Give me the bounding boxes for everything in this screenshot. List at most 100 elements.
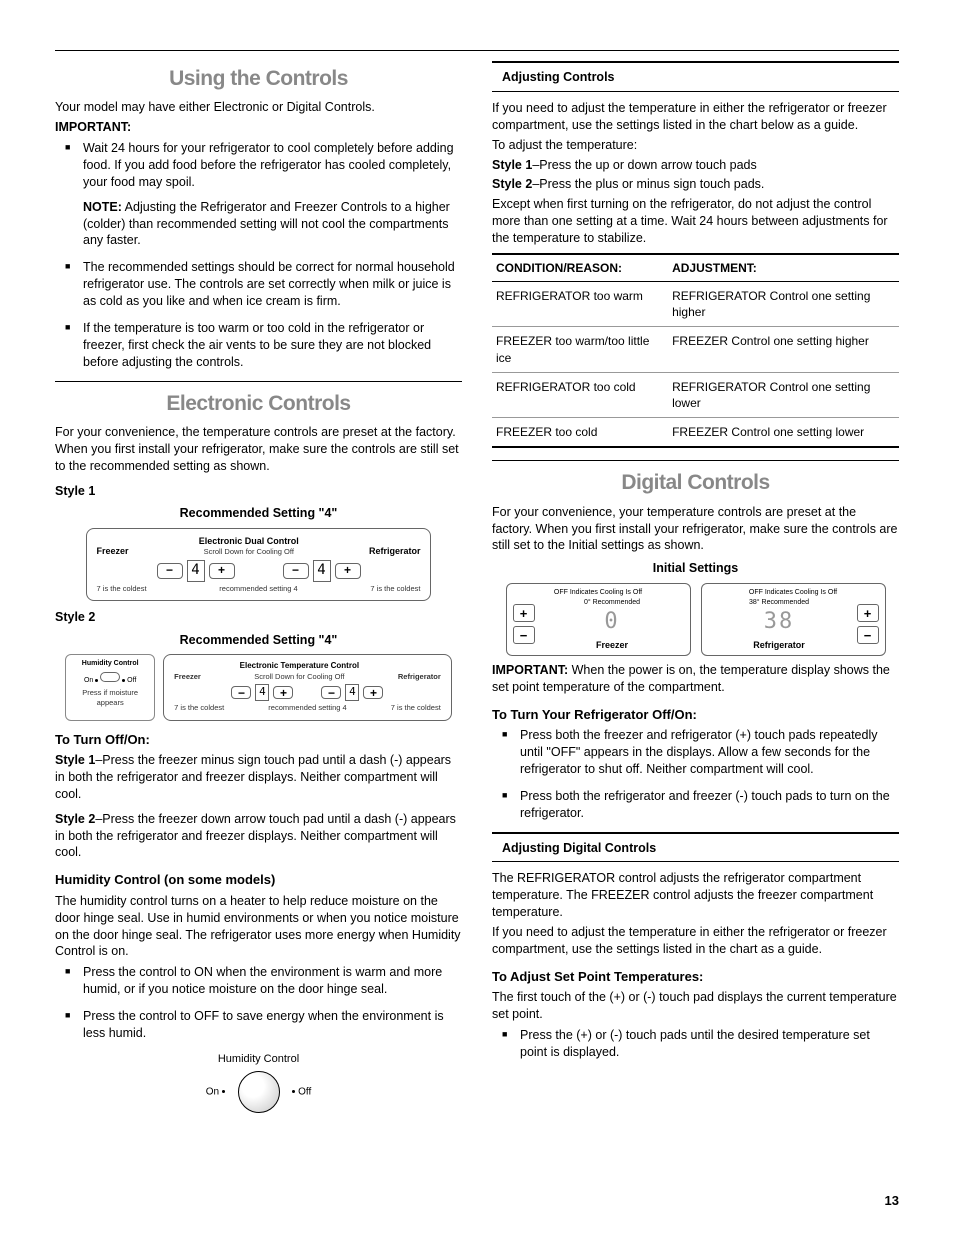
freezer-display: 4 bbox=[255, 684, 269, 701]
humidity-list: Press the control to ON when the environ… bbox=[55, 964, 462, 1042]
turn-off-heading: To Turn Your Refrigerator Off/On: bbox=[492, 706, 899, 724]
intro-text: Your model may have either Electronic or… bbox=[55, 99, 462, 116]
humidity-fig-title: Humidity Control bbox=[55, 1052, 462, 1067]
minus-button[interactable]: − bbox=[283, 563, 309, 579]
heading-electronic-controls: Electronic Controls bbox=[55, 390, 462, 418]
recommended-setting-4: Recommended Setting "4" bbox=[55, 632, 462, 649]
important-note: IMPORTANT: When the power is on, the tem… bbox=[492, 662, 899, 696]
list-item: Press the control to ON when the environ… bbox=[55, 964, 462, 998]
note-text: Adjusting the Refrigerator and Freezer C… bbox=[83, 200, 450, 248]
on-label: On bbox=[84, 677, 93, 684]
adj-paragraph: If you need to adjust the temperature in… bbox=[492, 100, 899, 134]
adj-style1: Style 1–Press the up or down arrow touch… bbox=[492, 157, 899, 174]
list-item: If the temperature is too warm or too co… bbox=[55, 320, 462, 371]
setpoint-list: Press the (+) or (-) touch pads until th… bbox=[492, 1027, 899, 1061]
table-cell: FREEZER too cold bbox=[492, 418, 668, 448]
bullet-text: Wait 24 hours for your refrigerator to c… bbox=[83, 141, 454, 189]
left-column: Using the Controls Your model may have e… bbox=[55, 59, 462, 1123]
table-header: ADJUSTMENT: bbox=[668, 254, 899, 282]
right-column: Adjusting Controls If you need to adjust… bbox=[492, 59, 899, 1123]
important-list: Wait 24 hours for your refrigerator to c… bbox=[55, 140, 462, 371]
page-number: 13 bbox=[885, 1192, 899, 1210]
table-row: FREEZER too warm/too little iceFREEZER C… bbox=[492, 327, 899, 372]
freezer-digital-panel: OFF Indicates Cooling Is Off + − 0° Reco… bbox=[506, 583, 691, 656]
style2-lbl: Style 2 bbox=[55, 812, 95, 826]
style2-instructions: Style 2–Press the freezer down arrow tou… bbox=[55, 811, 462, 862]
dot-icon bbox=[292, 1090, 295, 1093]
divider bbox=[492, 61, 899, 63]
refrigerator-label: Refrigerator bbox=[369, 545, 421, 557]
control-panel-style2: Humidity Control On Off Press if moistur… bbox=[65, 654, 452, 720]
adj-paragraph: To adjust the temperature: bbox=[492, 137, 899, 154]
table-cell: REFRIGERATOR too warm bbox=[492, 282, 668, 327]
plus-button[interactable]: + bbox=[513, 604, 535, 622]
minus-button[interactable]: − bbox=[321, 686, 341, 699]
table-row: REFRIGERATOR too coldREFRIGERATOR Contro… bbox=[492, 372, 899, 417]
adjusting-digital-heading: Adjusting Digital Controls bbox=[492, 836, 899, 860]
dot-icon bbox=[222, 1090, 225, 1093]
adjustment-table: CONDITION/REASON: ADJUSTMENT: REFRIGERAT… bbox=[492, 253, 899, 449]
turn-off-heading: To Turn Off/On: bbox=[55, 731, 462, 749]
digital-panels: OFF Indicates Cooling Is Off + − 0° Reco… bbox=[492, 583, 899, 656]
style2-label: Style 2 bbox=[55, 609, 462, 626]
minus-button[interactable]: − bbox=[231, 686, 251, 699]
freezer-label: Freezer bbox=[97, 545, 129, 557]
list-item: Press the (+) or (-) touch pads until th… bbox=[492, 1027, 899, 1061]
adj-style2: Style 2–Press the plus or minus sign tou… bbox=[492, 176, 899, 193]
humidity-foot: Press if moisture appears bbox=[70, 688, 150, 708]
footer-note: 7 is the coldest bbox=[391, 703, 441, 713]
humidity-dial[interactable] bbox=[238, 1071, 280, 1113]
style1-instructions: Style 1–Press the freezer minus sign tou… bbox=[55, 752, 462, 803]
minus-button[interactable]: − bbox=[857, 626, 879, 644]
divider bbox=[492, 91, 899, 92]
footer-note: 7 is the coldest bbox=[174, 703, 224, 713]
note-label: NOTE: bbox=[83, 200, 122, 214]
fridge-segment-display: 38 bbox=[708, 607, 851, 637]
footer-note: 7 is the coldest bbox=[370, 584, 420, 594]
fridge-display: 4 bbox=[345, 684, 359, 701]
plus-button[interactable]: + bbox=[273, 686, 293, 699]
off-indicator: OFF Indicates Cooling Is Off bbox=[513, 588, 684, 597]
on-label: On bbox=[206, 1086, 219, 1097]
freezer-label: Freezer bbox=[174, 672, 201, 682]
important-label: IMPORTANT: bbox=[55, 119, 462, 136]
plus-button[interactable]: + bbox=[363, 686, 383, 699]
list-item: Press both the freezer and refrigerator … bbox=[492, 727, 899, 778]
style2-text: –Press the plus or minus sign touch pads… bbox=[532, 177, 764, 191]
plus-button[interactable]: + bbox=[209, 563, 235, 579]
style2-text: –Press the freezer down arrow touch pad … bbox=[55, 812, 456, 860]
setpoint-paragraph: The first touch of the (+) or (-) touch … bbox=[492, 989, 899, 1023]
page-columns: Using the Controls Your model may have e… bbox=[55, 50, 899, 1123]
humidity-mini-panel: Humidity Control On Off Press if moistur… bbox=[65, 654, 155, 720]
table-cell: REFRIGERATOR Control one setting higher bbox=[668, 282, 899, 327]
off-label: Off bbox=[298, 1086, 311, 1097]
plus-button[interactable]: + bbox=[857, 604, 879, 622]
footer-note: recommended setting 4 bbox=[219, 584, 297, 594]
recommended-label: 0° Recommended bbox=[541, 598, 684, 607]
panel-title: Electronic Dual Control bbox=[199, 535, 299, 547]
panel-title: Electronic Temperature Control bbox=[240, 661, 359, 672]
electronic-intro: For your convenience, the temperature co… bbox=[55, 424, 462, 475]
divider bbox=[492, 861, 899, 862]
footer-note: 7 is the coldest bbox=[97, 584, 147, 594]
table-cell: REFRIGERATOR Control one setting lower bbox=[668, 372, 899, 417]
panel-subtitle: Scroll Down for Cooling Off bbox=[240, 672, 359, 682]
heading-digital-controls: Digital Controls bbox=[492, 469, 899, 497]
humidity-figure: Humidity Control On Off bbox=[55, 1052, 462, 1113]
panel-subtitle: Scroll Down for Cooling Off bbox=[199, 547, 299, 557]
freezer-segment-display: 0 bbox=[541, 607, 684, 637]
divider bbox=[492, 832, 899, 834]
list-item: Wait 24 hours for your refrigerator to c… bbox=[55, 140, 462, 249]
fridge-display: 4 bbox=[313, 560, 331, 582]
initial-settings-heading: Initial Settings bbox=[492, 560, 899, 577]
table-cell: FREEZER Control one setting lower bbox=[668, 418, 899, 448]
adj-digital-paragraph: The REFRIGERATOR control adjusts the ref… bbox=[492, 870, 899, 921]
table-row: FREEZER too coldFREEZER Control one sett… bbox=[492, 418, 899, 448]
plus-button[interactable]: + bbox=[335, 563, 361, 579]
list-item: The recommended settings should be corre… bbox=[55, 259, 462, 310]
minus-button[interactable]: − bbox=[157, 563, 183, 579]
style2-lbl: Style 2 bbox=[492, 177, 532, 191]
turn-off-list: Press both the freezer and refrigerator … bbox=[492, 727, 899, 821]
refrigerator-digital-panel: OFF Indicates Cooling Is Off 38° Recomme… bbox=[701, 583, 886, 656]
minus-button[interactable]: − bbox=[513, 626, 535, 644]
